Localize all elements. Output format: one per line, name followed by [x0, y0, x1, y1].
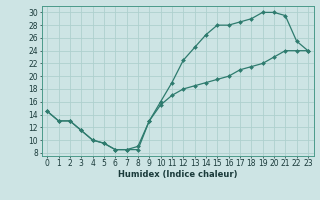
X-axis label: Humidex (Indice chaleur): Humidex (Indice chaleur) [118, 170, 237, 179]
